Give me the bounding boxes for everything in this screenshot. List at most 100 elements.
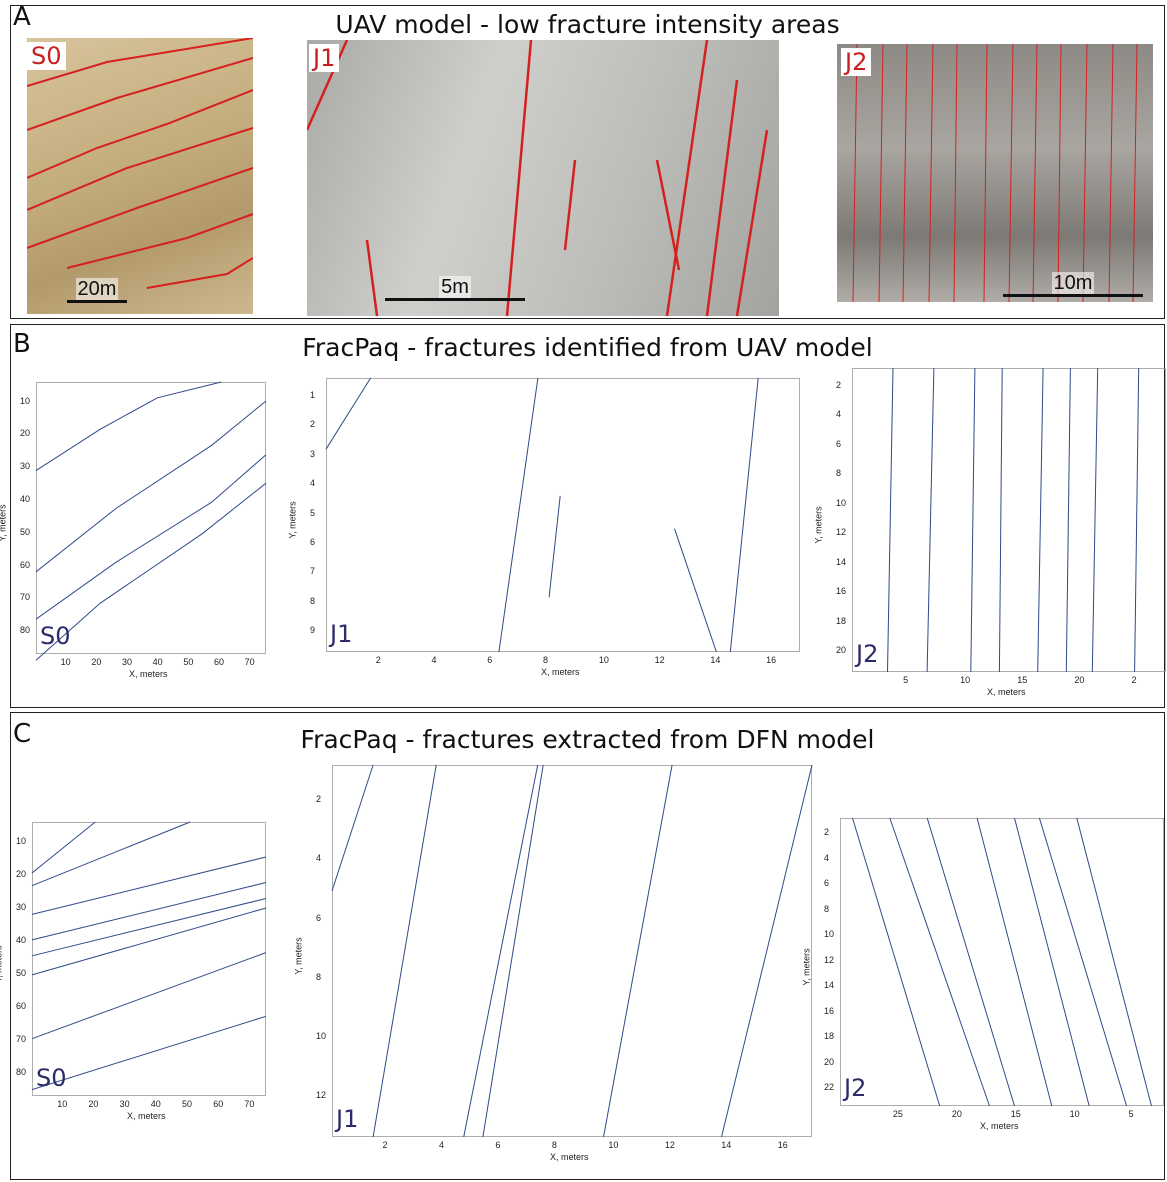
y-tick-label: 22 (824, 1082, 835, 1093)
y-axis-label: Y, meters (801, 948, 812, 986)
x-tick-label: 70 (244, 1099, 255, 1109)
fracture-line (498, 377, 539, 653)
panel-letter: A (13, 2, 31, 32)
fracture-line (1076, 817, 1152, 1107)
plot-set-label: J2 (856, 640, 879, 668)
fracture-line (926, 367, 935, 673)
x-tick-label: 2 (375, 655, 381, 665)
plot-b-s0: 10 20 30 40 50 60 70 10 20 30 40 50 60 70 80 X, meters Y… (0, 381, 267, 679)
y-tick-label: 40 (16, 934, 27, 945)
y-axis-label: Y, meters (287, 501, 298, 539)
y-tick-label: 16 (836, 586, 847, 597)
x-axis-label: X, meters (129, 669, 168, 679)
plot-set-label: J1 (330, 620, 353, 648)
plot-frame (36, 382, 266, 654)
panel-title: FracPaq - fractures identified from UAV … (302, 333, 873, 362)
plot-svg (840, 817, 1164, 1107)
y-tick-label: 1 (310, 389, 316, 400)
photo-j1: J1 5m (307, 40, 779, 316)
fracture-traces (307, 40, 769, 316)
fracture-line (1134, 367, 1140, 673)
x-tick-label: 50 (183, 657, 194, 667)
panel-b: B FracPaq - fractures identified from UA… (10, 324, 1165, 708)
fracture-line (325, 377, 372, 450)
fracture-line (482, 764, 544, 1138)
x-tick-label: 5 (903, 675, 909, 685)
y-tick-label: 6 (824, 878, 830, 889)
x-tick-label: 16 (766, 655, 777, 665)
plot-set-label: S0 (36, 1064, 67, 1092)
fracture-line (31, 882, 267, 941)
x-axis-label: X, meters (127, 1111, 166, 1121)
x-axis-label: X, meters (541, 667, 580, 677)
y-tick-label: 6 (316, 912, 322, 923)
y-tick-label: 12 (316, 1089, 327, 1100)
y-tick-label: 20 (16, 868, 27, 879)
plot-set-label: J1 (336, 1105, 359, 1133)
fracture-line (926, 817, 1015, 1107)
x-tick-label: 4 (438, 1140, 444, 1150)
fracture-line (31, 1015, 267, 1091)
y-tick-label: 14 (824, 980, 835, 991)
x-tick-label: 20 (1074, 675, 1085, 685)
y-tick-label: 10 (16, 835, 27, 846)
plot-svg (31, 821, 267, 1096)
scale-bar: 10m (1003, 272, 1143, 297)
y-tick-label: 12 (836, 527, 847, 538)
y-tick-label: 60 (20, 559, 31, 570)
y-tick-label: 10 (836, 497, 847, 508)
plot-frame (32, 822, 266, 1096)
scale-label: 10m (1051, 272, 1095, 294)
x-tick-label: 8 (551, 1140, 557, 1150)
x-tick-label: 50 (182, 1099, 193, 1109)
plot-svg (35, 381, 267, 661)
y-tick-label: 8 (310, 595, 316, 606)
y-tick-label: 30 (20, 461, 31, 472)
fracture-line (31, 821, 96, 874)
fracture-line (1038, 817, 1128, 1107)
photo-tag: J2 (841, 48, 872, 76)
scale-label: 20m (75, 278, 119, 300)
x-tick-label: 15 (1017, 675, 1028, 685)
x-axis-label: X, meters (987, 687, 1026, 697)
y-tick-label: 8 (316, 971, 322, 982)
x-tick-label: 4 (431, 655, 437, 665)
plot-svg (331, 764, 813, 1138)
x-tick-label: 15 (1010, 1109, 1021, 1119)
fracture-line (31, 907, 267, 976)
x-tick-label: 10 (1069, 1109, 1080, 1119)
plot-c-j1: 2 4 6 8 10 12 14 16 2 4 6 8 10 12 X, meters Y, meters J1 (294, 764, 813, 1162)
scale-bar: 20m (67, 278, 127, 303)
y-axis-label: Y, meters (813, 506, 824, 544)
y-tick-label: 4 (824, 852, 830, 863)
fracture-line (372, 764, 437, 1138)
y-tick-label: 10 (20, 395, 31, 406)
plot-c-j2: 25 20 15 10 5 2 4 6 8 10 12 14 16 18 20 22 X, meters Y, m… (802, 817, 1164, 1131)
y-tick-label: 12 (824, 954, 835, 965)
y-tick-label: 2 (310, 419, 316, 430)
x-tick-label: 14 (710, 655, 721, 665)
panel-title: FracPaq - fractures extracted from DFN m… (300, 725, 875, 754)
y-tick-label: 8 (824, 903, 830, 914)
plot-frame (852, 368, 1166, 672)
y-tick-label: 4 (316, 853, 322, 864)
y-tick-label: 80 (16, 1066, 27, 1077)
x-tick-label: 6 (487, 655, 493, 665)
y-tick-label: 30 (16, 901, 27, 912)
y-tick-label: 50 (20, 526, 31, 537)
fracture-line (1014, 817, 1090, 1107)
y-tick-label: 9 (310, 625, 316, 636)
x-tick-label: 6 (495, 1140, 501, 1150)
x-tick-label: 10 (598, 655, 609, 665)
y-tick-label: 40 (20, 493, 31, 504)
photo-tag: J1 (309, 44, 340, 72)
fracture-line (31, 952, 267, 1040)
scale-bar: 5m (385, 276, 525, 301)
x-tick-label: 70 (244, 657, 255, 667)
plot-frame (332, 765, 812, 1137)
x-tick-label: 60 (213, 1099, 224, 1109)
x-tick-label: 5 (1128, 1109, 1134, 1119)
y-tick-label: 4 (310, 478, 316, 489)
y-tick-label: 18 (824, 1031, 835, 1042)
plot-frame (326, 378, 800, 652)
